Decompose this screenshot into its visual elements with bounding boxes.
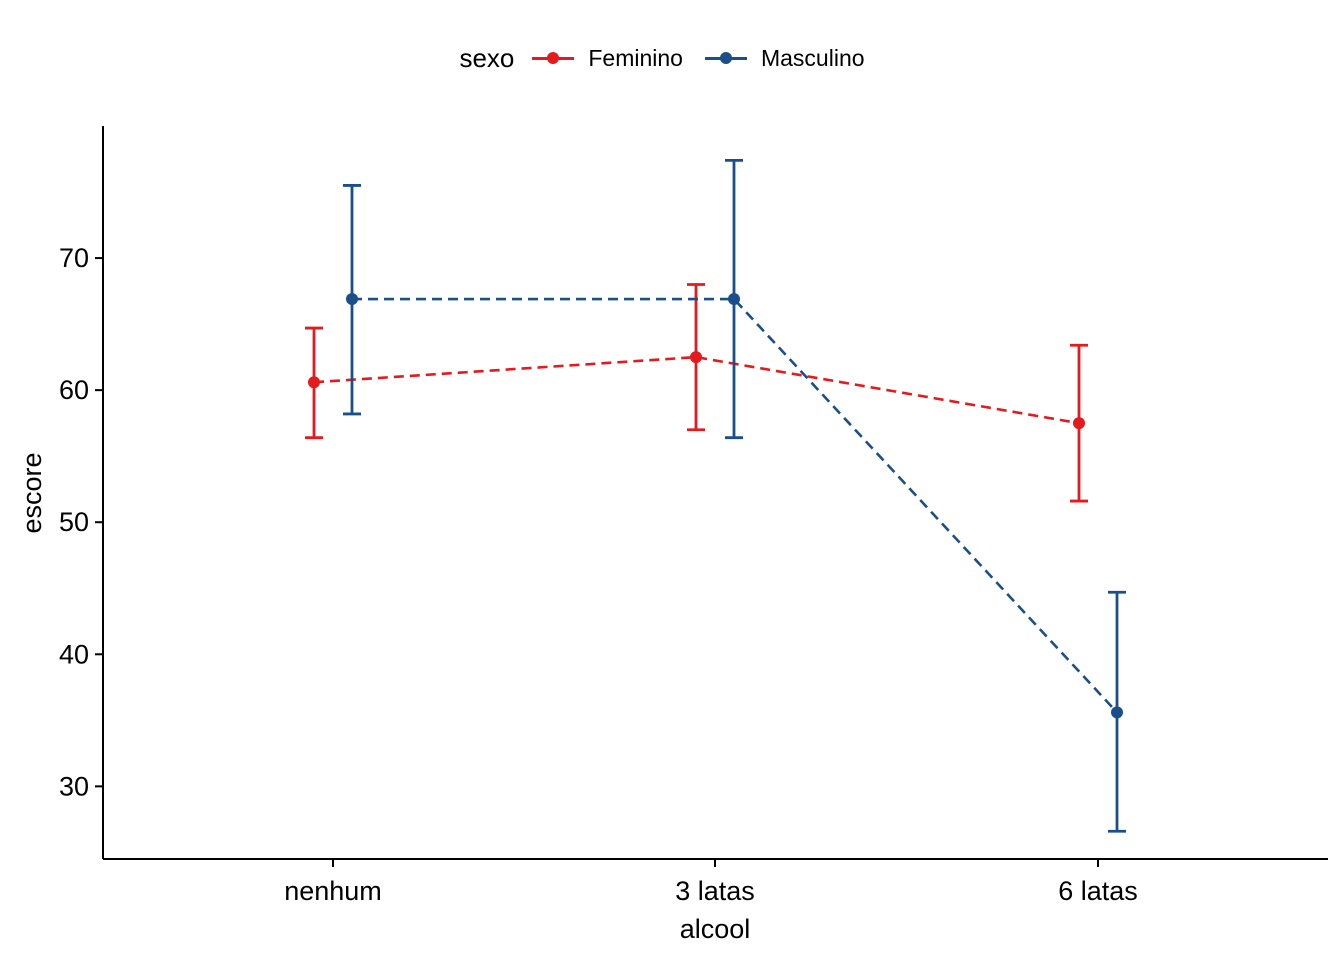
legend-label-feminino: Feminino	[588, 44, 683, 71]
x-axis-title: alcool	[680, 914, 751, 944]
legend-item-masculino: Masculino	[703, 45, 865, 72]
x-tick-label: 3 latas	[675, 876, 755, 906]
legend: sexo Feminino Masculino	[0, 38, 1344, 78]
y-tick-label: 60	[59, 375, 89, 405]
point-masculino	[346, 293, 358, 306]
point-masculino	[728, 293, 740, 306]
legend-key-masculino	[703, 48, 749, 68]
y-axis-title: escore	[17, 452, 47, 533]
point-feminino	[1073, 417, 1085, 430]
y-tick-label: 30	[59, 771, 89, 801]
series-line-masculino	[352, 297, 1118, 714]
series-feminino	[305, 283, 1088, 503]
legend-title: sexo	[459, 42, 515, 73]
y-tick-label: 50	[59, 507, 89, 537]
x-tick-label: 6 latas	[1058, 876, 1138, 906]
legend-key-feminino	[530, 48, 576, 68]
y-tick-label: 70	[59, 243, 89, 273]
point-feminino	[308, 376, 320, 389]
y-tick-label: 40	[59, 639, 89, 669]
point-masculino	[1111, 706, 1123, 719]
point-feminino	[690, 351, 702, 364]
legend-label-masculino: Masculino	[760, 44, 865, 71]
series-line-feminino	[313, 355, 1080, 425]
x-tick-label: nenhum	[284, 876, 382, 906]
legend-item-feminino: Feminino	[530, 45, 683, 72]
series-masculino	[343, 158, 1126, 833]
